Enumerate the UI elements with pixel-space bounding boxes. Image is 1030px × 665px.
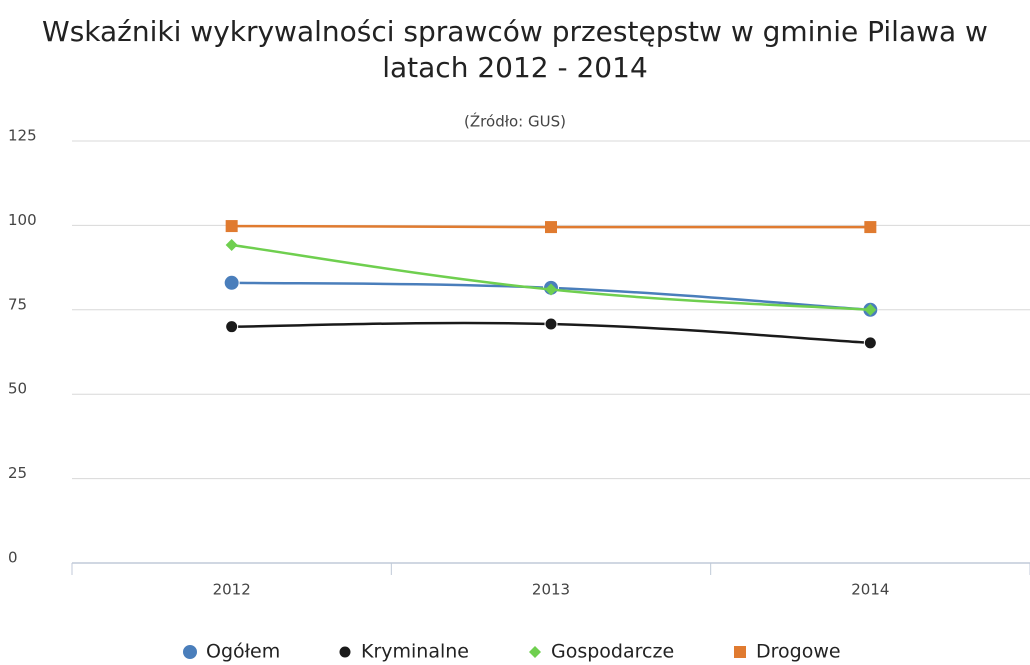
legend-label: Drogowe bbox=[756, 641, 841, 663]
y-tick-label: 75 bbox=[8, 295, 27, 313]
marker bbox=[864, 303, 877, 316]
marker bbox=[225, 238, 238, 251]
series-line bbox=[231, 243, 871, 312]
y-tick-label: 25 bbox=[8, 464, 27, 482]
y-tick-label: 0 bbox=[8, 549, 18, 567]
legend-label: Ogółem bbox=[206, 641, 280, 663]
marker bbox=[223, 274, 240, 291]
legend-label: Kryminalne bbox=[361, 641, 469, 663]
marker bbox=[225, 220, 238, 233]
y-tick-label: 100 bbox=[8, 211, 37, 229]
chart-title: Wskaźniki wykrywalności sprawców przestę… bbox=[42, 15, 988, 84]
y-tick-label: 125 bbox=[8, 127, 37, 145]
x-tick-label: 2014 bbox=[851, 581, 889, 599]
marker bbox=[545, 283, 557, 296]
x-tick-label: 2013 bbox=[532, 581, 570, 599]
x-tick-label: 2012 bbox=[213, 581, 251, 599]
legend-marker bbox=[182, 644, 198, 660]
marker bbox=[545, 221, 557, 234]
marker bbox=[864, 221, 877, 234]
marker bbox=[863, 336, 877, 350]
chart-subtitle: (Źródło: GUS) bbox=[464, 112, 566, 131]
legend-marker bbox=[529, 646, 541, 658]
y-tick-label: 50 bbox=[8, 380, 27, 398]
legend-label: Gospodarcze bbox=[551, 641, 674, 663]
marker bbox=[544, 317, 558, 331]
marker bbox=[225, 320, 239, 334]
legend-marker bbox=[734, 646, 746, 658]
legend-marker bbox=[338, 645, 352, 659]
